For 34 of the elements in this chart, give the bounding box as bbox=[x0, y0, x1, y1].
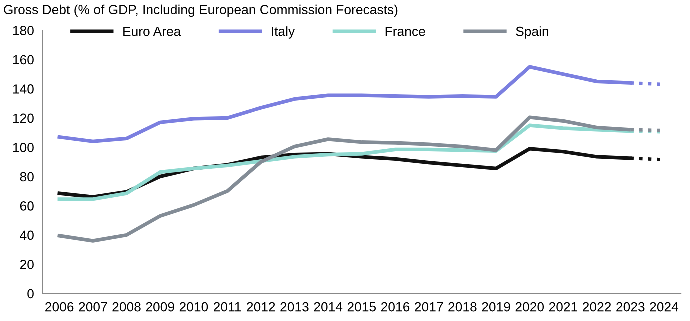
x-tick-label: 2024 bbox=[650, 302, 679, 312]
legend-label: France bbox=[386, 27, 426, 36]
x-tick-label: 2017 bbox=[415, 302, 444, 312]
x-tick-label: 2006 bbox=[46, 302, 74, 312]
x-tick-label: 2021 bbox=[549, 302, 578, 312]
y-tick-label: 160 bbox=[13, 55, 34, 65]
x-tick-label: 2009 bbox=[146, 302, 174, 312]
y-tick-label: 60 bbox=[20, 202, 34, 211]
legend-label: Euro Area bbox=[124, 27, 182, 36]
y-tick-label: 120 bbox=[13, 114, 34, 124]
y-tick-label: 0 bbox=[28, 289, 34, 299]
x-tick-label: 2010 bbox=[180, 302, 208, 312]
x-tick-label: 2015 bbox=[348, 302, 376, 312]
x-tick-label: 2008 bbox=[112, 302, 141, 312]
y-tick-label: 20 bbox=[20, 260, 34, 270]
x-tick-label: 2018 bbox=[448, 302, 477, 312]
chart-title: Gross Debt (% of GDP, Including European Commission Forecasts) bbox=[4, 4, 398, 18]
x-tick-label: 2023 bbox=[616, 302, 645, 312]
y-tick-label: 80 bbox=[20, 172, 34, 182]
x-tick-label: 2011 bbox=[214, 302, 242, 312]
legend-label: Spain bbox=[516, 26, 548, 39]
y-tick-label: 140 bbox=[13, 84, 34, 94]
y-tick-label: 180 bbox=[13, 26, 34, 36]
x-tick-label: 2016 bbox=[381, 302, 410, 312]
x-tick-label: 2012 bbox=[247, 302, 276, 312]
x-tick-label: 2019 bbox=[482, 302, 510, 312]
x-tick-label: 2014 bbox=[314, 302, 343, 312]
x-tick-label: 2013 bbox=[280, 302, 309, 312]
x-tick-label: 2007 bbox=[79, 302, 108, 312]
x-tick-label: 2020 bbox=[516, 302, 544, 312]
legend-label: Italy bbox=[272, 26, 296, 39]
x-tick-label: 2022 bbox=[583, 302, 612, 312]
y-tick-label: 40 bbox=[20, 230, 34, 240]
y-tick-label: 100 bbox=[13, 143, 34, 152]
